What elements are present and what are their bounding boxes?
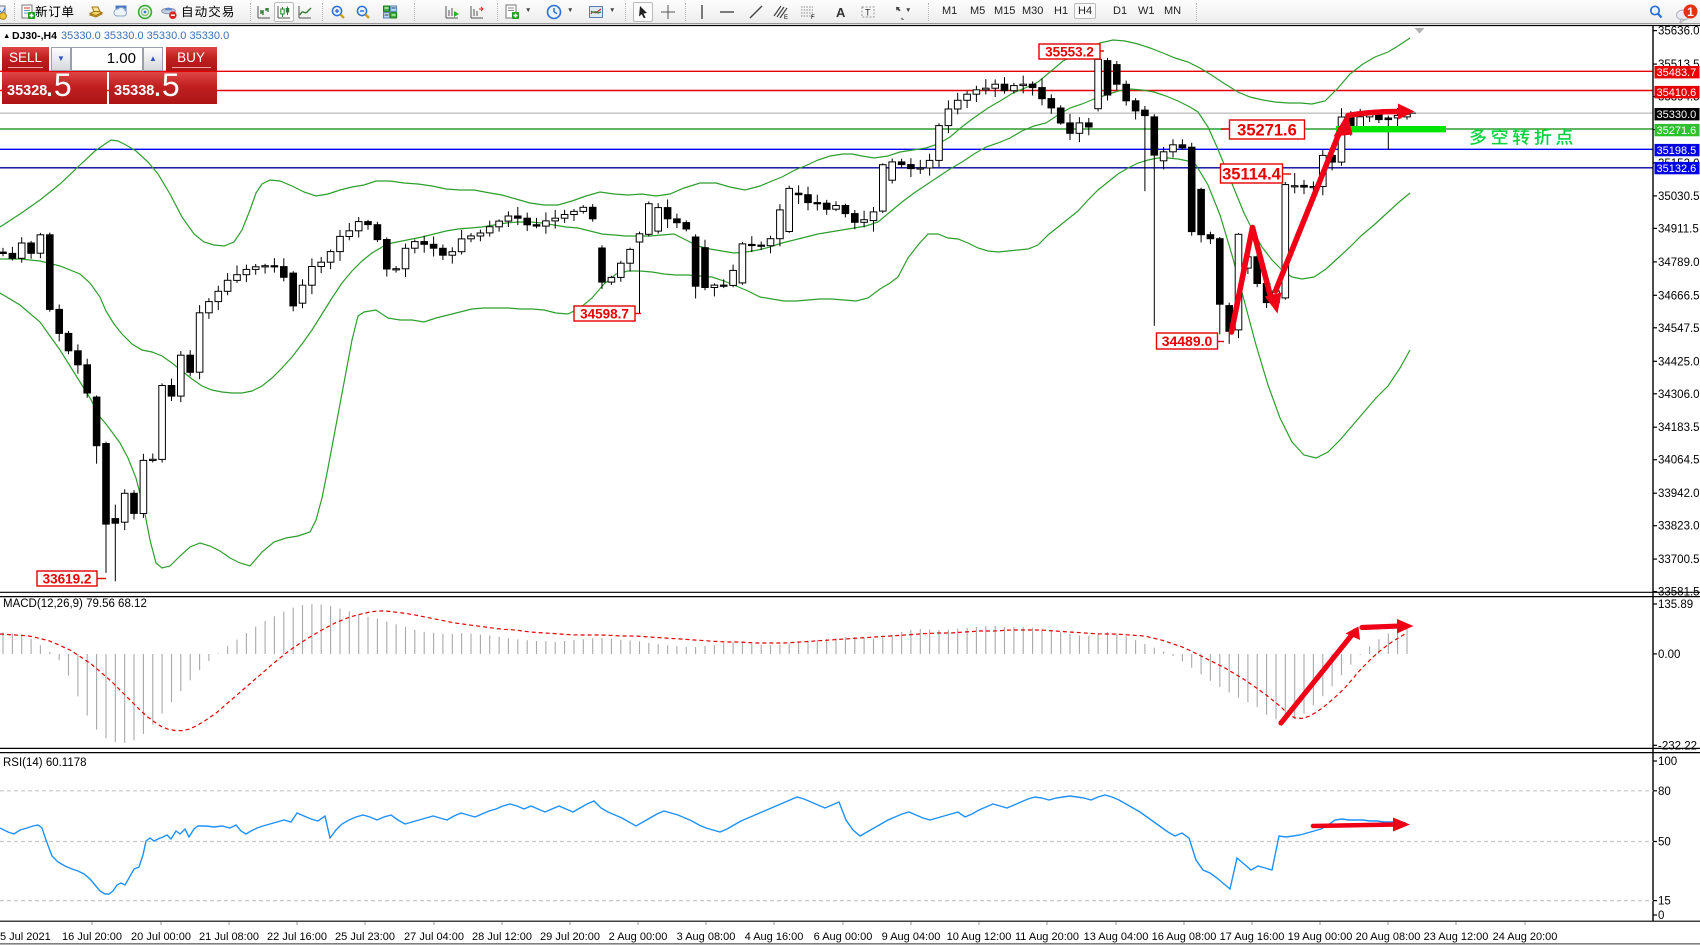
svg-text:22 Jul 16:00: 22 Jul 16:00 bbox=[267, 931, 327, 943]
svg-text:35330.0: 35330.0 bbox=[1657, 109, 1697, 121]
svg-text:F: F bbox=[811, 15, 815, 20]
svg-text:35553.2: 35553.2 bbox=[1045, 44, 1094, 59]
svg-text:35271.6: 35271.6 bbox=[1657, 125, 1697, 137]
svg-text:16 Aug 08:00: 16 Aug 08:00 bbox=[1152, 931, 1217, 943]
svg-text:50: 50 bbox=[1658, 837, 1671, 849]
svg-text:35271.6: 35271.6 bbox=[1237, 121, 1297, 139]
svg-text:35483.7: 35483.7 bbox=[1657, 67, 1697, 79]
svg-text:33823.0: 33823.0 bbox=[1658, 521, 1700, 533]
svg-text:E: E bbox=[784, 15, 788, 20]
svg-text:MACD(12,26,9) 79.56 68.12: MACD(12,26,9) 79.56 68.12 bbox=[3, 598, 147, 610]
svg-text:19 Aug 00:00: 19 Aug 00:00 bbox=[1288, 931, 1353, 943]
svg-text:DJ30-,H4: DJ30-,H4 bbox=[12, 30, 57, 42]
svg-text:T: T bbox=[865, 8, 871, 18]
svg-text:34306.0: 34306.0 bbox=[1658, 389, 1700, 401]
svg-text:80: 80 bbox=[1658, 786, 1671, 798]
svg-text:33942.0: 33942.0 bbox=[1658, 488, 1700, 500]
svg-text:35198.5: 35198.5 bbox=[1657, 145, 1697, 157]
svg-text:35410.6: 35410.6 bbox=[1657, 87, 1697, 99]
svg-text:1: 1 bbox=[1687, 5, 1694, 19]
svg-text:2 Aug 00:00: 2 Aug 00:00 bbox=[609, 931, 668, 943]
svg-text:20 Aug 08:00: 20 Aug 08:00 bbox=[1356, 931, 1421, 943]
svg-text:35030.5: 35030.5 bbox=[1658, 191, 1700, 203]
svg-text:27 Jul 04:00: 27 Jul 04:00 bbox=[404, 931, 464, 943]
svg-text:9 Aug 04:00: 9 Aug 04:00 bbox=[882, 931, 941, 943]
svg-text:34911.5: 34911.5 bbox=[1658, 223, 1699, 235]
svg-text:33581.5: 33581.5 bbox=[1658, 587, 1700, 599]
svg-text:135.89: 135.89 bbox=[1658, 599, 1693, 611]
svg-text:10 Aug 12:00: 10 Aug 12:00 bbox=[947, 931, 1012, 943]
svg-text:4 Aug 16:00: 4 Aug 16:00 bbox=[745, 931, 804, 943]
svg-text:34183.5: 34183.5 bbox=[1658, 422, 1700, 434]
svg-text:34598.7: 34598.7 bbox=[580, 306, 629, 321]
svg-text:28 Jul 12:00: 28 Jul 12:00 bbox=[472, 931, 532, 943]
svg-text:-232.22: -232.22 bbox=[1658, 740, 1697, 752]
svg-text:35330.0 35330.0 35330.0 35330.: 35330.0 35330.0 35330.0 35330.0 bbox=[61, 30, 229, 42]
svg-text:33619.2: 33619.2 bbox=[43, 571, 92, 586]
svg-text:3 Aug 08:00: 3 Aug 08:00 bbox=[677, 931, 736, 943]
svg-text:24 Aug 20:00: 24 Aug 20:00 bbox=[1493, 931, 1558, 943]
svg-text:16 Jul 20:00: 16 Jul 20:00 bbox=[62, 931, 122, 943]
svg-text:20 Jul 00:00: 20 Jul 00:00 bbox=[131, 931, 191, 943]
svg-text:RSI(14) 60.1178: RSI(14) 60.1178 bbox=[3, 757, 87, 769]
svg-text:34789.0: 34789.0 bbox=[1658, 257, 1700, 269]
svg-text:11 Aug 20:00: 11 Aug 20:00 bbox=[1015, 931, 1079, 943]
svg-text:13 Aug 04:00: 13 Aug 04:00 bbox=[1084, 931, 1149, 943]
svg-text:35132.6: 35132.6 bbox=[1657, 163, 1697, 175]
svg-text:34489.0: 34489.0 bbox=[1162, 333, 1213, 349]
svg-text:34064.5: 34064.5 bbox=[1658, 455, 1700, 467]
svg-text:▲: ▲ bbox=[3, 31, 10, 40]
svg-text:0: 0 bbox=[1658, 910, 1664, 922]
svg-text:15: 15 bbox=[1658, 896, 1671, 908]
svg-text:5 Jul 2021: 5 Jul 2021 bbox=[0, 931, 51, 943]
svg-text:6 Aug 00:00: 6 Aug 00:00 bbox=[814, 931, 873, 943]
svg-text:33700.5: 33700.5 bbox=[1658, 554, 1700, 566]
svg-text:17 Aug 16:00: 17 Aug 16:00 bbox=[1220, 931, 1285, 943]
svg-text:34547.5: 34547.5 bbox=[1658, 323, 1700, 335]
svg-text:34666.5: 34666.5 bbox=[1658, 290, 1700, 302]
svg-text:21 Jul 08:00: 21 Jul 08:00 bbox=[199, 931, 259, 943]
svg-text:0.00: 0.00 bbox=[1658, 649, 1680, 661]
svg-text:23 Aug 12:00: 23 Aug 12:00 bbox=[1424, 931, 1489, 943]
svg-text:100: 100 bbox=[1658, 756, 1677, 768]
svg-text:34425.0: 34425.0 bbox=[1658, 356, 1700, 368]
svg-text:35636.0: 35636.0 bbox=[1658, 26, 1700, 38]
svg-text:35114.4: 35114.4 bbox=[1222, 165, 1282, 183]
svg-text:29 Jul 20:00: 29 Jul 20:00 bbox=[540, 931, 600, 943]
svg-text:25 Jul 23:00: 25 Jul 23:00 bbox=[335, 931, 395, 943]
